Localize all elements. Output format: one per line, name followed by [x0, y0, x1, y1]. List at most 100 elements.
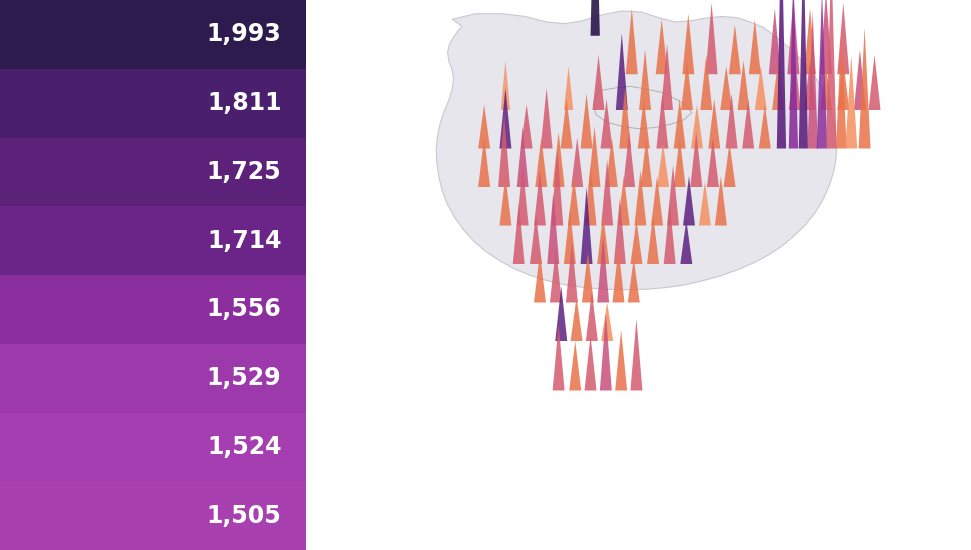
Polygon shape	[590, 0, 600, 36]
Polygon shape	[600, 99, 613, 148]
Polygon shape	[820, 66, 832, 110]
Text: 1,725: 1,725	[207, 160, 282, 184]
Polygon shape	[641, 138, 653, 187]
Polygon shape	[630, 220, 643, 264]
Polygon shape	[690, 132, 702, 187]
Text: 1,505: 1,505	[207, 504, 282, 527]
Polygon shape	[569, 341, 582, 390]
FancyBboxPatch shape	[0, 412, 306, 481]
Polygon shape	[614, 198, 625, 264]
Polygon shape	[777, 0, 787, 148]
Polygon shape	[616, 330, 627, 390]
FancyBboxPatch shape	[0, 0, 306, 69]
Polygon shape	[616, 33, 628, 110]
Polygon shape	[854, 50, 866, 110]
Polygon shape	[700, 55, 713, 110]
Polygon shape	[656, 94, 668, 148]
Polygon shape	[592, 55, 605, 110]
Polygon shape	[601, 302, 613, 341]
Polygon shape	[568, 176, 580, 226]
Polygon shape	[729, 25, 741, 74]
Polygon shape	[585, 165, 596, 226]
Polygon shape	[585, 336, 596, 390]
FancyBboxPatch shape	[0, 275, 306, 344]
Polygon shape	[581, 187, 592, 264]
Polygon shape	[715, 176, 727, 226]
Polygon shape	[638, 99, 650, 148]
Polygon shape	[772, 60, 785, 110]
Polygon shape	[586, 292, 598, 341]
Text: 1,993: 1,993	[207, 23, 282, 46]
FancyBboxPatch shape	[0, 344, 306, 412]
Polygon shape	[758, 104, 771, 148]
Polygon shape	[499, 88, 512, 148]
Polygon shape	[541, 88, 552, 148]
Polygon shape	[478, 104, 490, 148]
Polygon shape	[548, 192, 559, 264]
Polygon shape	[647, 214, 659, 264]
Polygon shape	[619, 88, 631, 148]
Polygon shape	[787, 0, 799, 74]
Polygon shape	[720, 66, 732, 110]
Polygon shape	[652, 176, 663, 226]
Polygon shape	[530, 214, 542, 264]
Polygon shape	[517, 165, 528, 226]
Polygon shape	[613, 248, 624, 302]
Polygon shape	[513, 204, 524, 264]
Polygon shape	[555, 286, 567, 341]
Polygon shape	[788, 55, 801, 110]
Polygon shape	[664, 204, 676, 264]
Polygon shape	[699, 182, 711, 225]
Polygon shape	[588, 126, 600, 187]
Polygon shape	[534, 170, 546, 226]
Polygon shape	[749, 19, 761, 74]
Polygon shape	[552, 148, 563, 225]
Polygon shape	[501, 60, 510, 110]
Polygon shape	[837, 60, 850, 110]
Polygon shape	[566, 242, 578, 302]
Polygon shape	[552, 132, 564, 187]
Polygon shape	[858, 28, 871, 148]
Polygon shape	[667, 165, 679, 226]
Polygon shape	[804, 60, 816, 110]
Polygon shape	[804, 8, 816, 74]
Polygon shape	[657, 143, 669, 187]
Polygon shape	[820, 0, 832, 74]
Polygon shape	[661, 44, 673, 110]
Polygon shape	[535, 138, 548, 187]
Polygon shape	[618, 176, 630, 226]
Polygon shape	[725, 94, 738, 148]
Polygon shape	[582, 253, 594, 302]
Polygon shape	[499, 176, 512, 226]
Polygon shape	[560, 99, 573, 148]
Polygon shape	[600, 314, 612, 390]
Polygon shape	[597, 214, 609, 264]
Polygon shape	[707, 138, 719, 187]
Polygon shape	[837, 3, 850, 74]
Polygon shape	[723, 143, 736, 187]
Polygon shape	[606, 138, 618, 187]
Text: 1,529: 1,529	[207, 366, 282, 390]
Polygon shape	[674, 138, 686, 187]
Polygon shape	[623, 132, 635, 187]
Polygon shape	[799, 0, 808, 148]
Polygon shape	[674, 99, 686, 148]
Polygon shape	[571, 297, 583, 341]
Polygon shape	[817, 0, 827, 148]
Polygon shape	[630, 319, 643, 390]
Polygon shape	[754, 66, 767, 110]
Polygon shape	[634, 170, 647, 226]
Polygon shape	[826, 0, 837, 148]
Polygon shape	[655, 19, 668, 74]
Polygon shape	[869, 55, 881, 110]
FancyBboxPatch shape	[0, 138, 306, 206]
Polygon shape	[571, 138, 584, 187]
Polygon shape	[738, 60, 750, 110]
Polygon shape	[550, 248, 562, 302]
Polygon shape	[681, 220, 692, 264]
Polygon shape	[517, 126, 528, 187]
Polygon shape	[597, 236, 609, 302]
Polygon shape	[498, 116, 510, 187]
Text: 1,811: 1,811	[207, 91, 282, 115]
Polygon shape	[683, 14, 694, 74]
